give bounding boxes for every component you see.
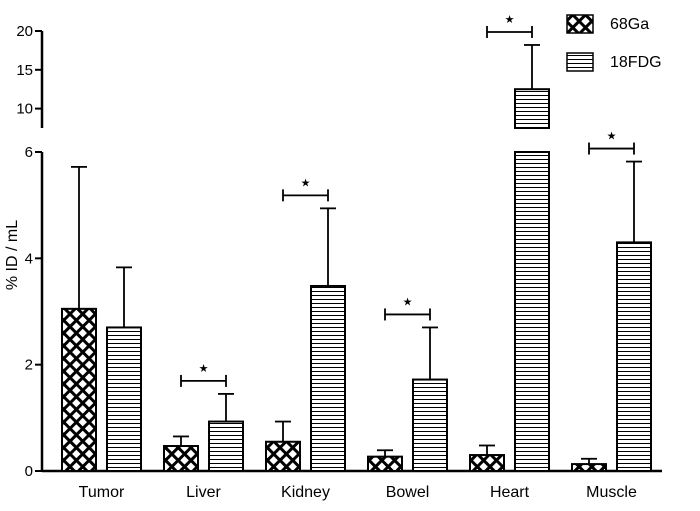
legend-label-68ga: 68Ga — [610, 16, 649, 33]
x-tick-label-liver: Liver — [186, 484, 221, 501]
significance-star-kidney: ★ — [301, 177, 311, 189]
y-axis-lower-tick-label: 2 — [25, 357, 33, 374]
bar-18FDG-kidney — [310, 284, 346, 473]
significance-star-heart: ★ — [505, 14, 515, 26]
bar-18FDG-heart-lower — [514, 151, 550, 472]
bar-68Ga-liver — [163, 445, 199, 472]
axes: 0 2 4 6 10 15 20 — [16, 23, 662, 480]
significance-star-liver: ★ — [199, 363, 209, 375]
bar-18FDG-bowel — [412, 378, 448, 473]
y-axis-upper-tick-label: 20 — [16, 23, 33, 40]
legend-label-18fdg: 18FDG — [610, 54, 662, 71]
x-tick-labels: Tumor Liver Kidney Bowel Heart Muscle — [79, 484, 637, 501]
bar-68Ga-kidney — [265, 440, 301, 472]
significance-star-bowel: ★ — [403, 296, 413, 308]
bar-18FDG-tumor — [106, 326, 142, 473]
y-axis-lower-tick-label: 4 — [25, 250, 33, 267]
bar-68Ga-heart — [469, 454, 505, 472]
bar-18FDG-heart-upper — [514, 88, 550, 129]
legend: 68Ga 18FDG — [566, 14, 662, 72]
y-axis-lower-tick-label: 0 — [25, 463, 33, 480]
x-tick-label-tumor: Tumor — [79, 484, 125, 501]
bar-18FDG-liver — [208, 420, 244, 472]
error-bars — [71, 44, 642, 465]
legend-swatch-68ga — [566, 14, 594, 34]
bar-18FDG-muscle — [616, 241, 652, 472]
x-tick-label-kidney: Kidney — [281, 484, 330, 501]
bars — [61, 88, 652, 473]
significance-star-muscle: ★ — [607, 131, 617, 143]
bar-68Ga-tumor — [61, 307, 97, 473]
y-axis-upper-tick-label: 10 — [16, 101, 33, 118]
legend-swatch-18fdg — [566, 52, 594, 72]
bar-68Ga-bowel — [367, 455, 403, 472]
bar-68Ga-muscle — [571, 463, 607, 473]
significance-markers: ★ ★ ★ ★ ★ — [180, 14, 635, 387]
x-tick-label-bowel: Bowel — [386, 484, 430, 501]
y-axis-upper-tick-label: 15 — [16, 62, 33, 79]
y-axis-lower-tick-label: 6 — [25, 144, 33, 161]
x-tick-label-heart: Heart — [490, 484, 530, 501]
y-axis-label: % ID / mL — [4, 220, 21, 290]
x-tick-label-muscle: Muscle — [586, 484, 637, 501]
